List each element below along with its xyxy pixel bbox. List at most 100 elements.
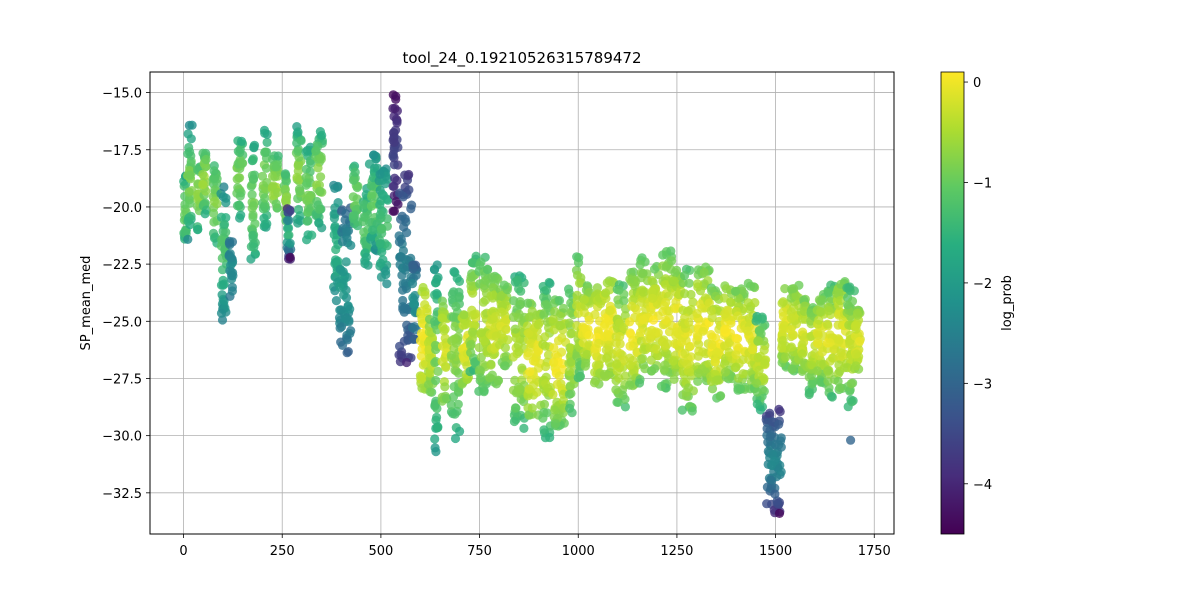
data-point bbox=[185, 147, 195, 157]
data-point bbox=[315, 127, 325, 137]
data-point bbox=[431, 375, 441, 386]
data-point bbox=[448, 392, 459, 402]
data-point bbox=[249, 143, 259, 153]
data-point bbox=[450, 321, 460, 331]
data-point bbox=[293, 160, 303, 170]
data-point bbox=[475, 260, 485, 270]
data-point bbox=[221, 213, 231, 223]
data-point bbox=[778, 324, 788, 334]
data-point bbox=[590, 310, 600, 320]
data-point bbox=[403, 171, 413, 181]
data-point bbox=[553, 336, 564, 346]
data-point bbox=[575, 372, 585, 382]
data-point bbox=[236, 136, 247, 146]
data-point bbox=[271, 199, 281, 209]
data-point bbox=[247, 156, 257, 166]
data-point bbox=[332, 257, 342, 267]
data-point bbox=[209, 173, 219, 183]
data-point bbox=[774, 508, 785, 518]
data-point bbox=[186, 134, 196, 144]
data-point bbox=[451, 301, 461, 312]
data-point bbox=[666, 246, 676, 256]
data-point bbox=[828, 353, 838, 363]
data-point bbox=[765, 408, 775, 418]
data-point bbox=[659, 365, 669, 375]
data-point bbox=[594, 338, 604, 348]
data-point bbox=[519, 423, 529, 433]
data-point bbox=[430, 265, 440, 275]
data-point bbox=[330, 183, 340, 193]
data-point bbox=[313, 163, 323, 173]
data-point bbox=[791, 291, 801, 301]
data-point bbox=[470, 357, 480, 367]
data-point bbox=[549, 343, 559, 353]
data-point bbox=[556, 321, 566, 331]
data-point bbox=[236, 210, 246, 220]
data-point bbox=[366, 181, 376, 191]
data-point bbox=[221, 193, 231, 203]
data-point bbox=[465, 366, 475, 377]
data-point bbox=[348, 192, 358, 202]
data-point bbox=[548, 389, 558, 400]
data-point bbox=[285, 238, 295, 248]
data-point bbox=[446, 407, 457, 417]
data-point bbox=[311, 146, 321, 156]
data-point bbox=[731, 350, 741, 360]
data-point bbox=[280, 184, 290, 194]
data-point bbox=[335, 282, 345, 292]
data-point bbox=[776, 442, 786, 452]
data-point bbox=[550, 306, 560, 317]
data-point bbox=[777, 298, 787, 308]
data-point bbox=[389, 160, 399, 170]
data-point bbox=[493, 376, 503, 386]
data-point bbox=[635, 260, 645, 270]
data-point bbox=[743, 326, 753, 336]
data-point bbox=[584, 330, 594, 340]
data-point bbox=[193, 224, 203, 234]
data-point bbox=[447, 336, 457, 346]
data-point bbox=[599, 369, 610, 379]
data-point bbox=[545, 432, 555, 443]
data-point bbox=[261, 163, 271, 173]
data-point bbox=[817, 295, 827, 305]
data-point bbox=[581, 358, 591, 368]
colorbar bbox=[940, 71, 965, 535]
data-point bbox=[424, 345, 434, 355]
data-point bbox=[425, 387, 435, 397]
data-point bbox=[432, 274, 442, 284]
data-point bbox=[305, 192, 315, 202]
data-point bbox=[543, 350, 554, 360]
data-point bbox=[710, 356, 721, 367]
data-point bbox=[564, 318, 574, 328]
data-point bbox=[453, 399, 463, 409]
data-point bbox=[440, 382, 450, 392]
data-point bbox=[350, 167, 360, 177]
data-point bbox=[467, 305, 477, 315]
data-point bbox=[752, 314, 763, 324]
data-point bbox=[508, 312, 518, 322]
data-point bbox=[825, 338, 835, 348]
data-point bbox=[302, 145, 312, 156]
data-point bbox=[232, 201, 243, 211]
data-point bbox=[715, 391, 725, 401]
data-point bbox=[433, 423, 443, 433]
data-point bbox=[667, 256, 677, 266]
data-point bbox=[375, 169, 385, 179]
data-point bbox=[375, 239, 385, 249]
data-point bbox=[669, 276, 679, 286]
data-point bbox=[524, 328, 534, 338]
data-point bbox=[733, 385, 743, 395]
data-point bbox=[248, 210, 258, 220]
data-point bbox=[625, 317, 635, 327]
data-point bbox=[295, 216, 305, 226]
data-point bbox=[778, 335, 788, 346]
data-point bbox=[446, 400, 456, 410]
data-point bbox=[807, 360, 817, 370]
data-point bbox=[712, 348, 722, 358]
data-point bbox=[339, 290, 349, 300]
data-point bbox=[250, 219, 260, 229]
data-point bbox=[668, 356, 678, 366]
data-point bbox=[760, 359, 770, 369]
data-point bbox=[391, 125, 401, 135]
